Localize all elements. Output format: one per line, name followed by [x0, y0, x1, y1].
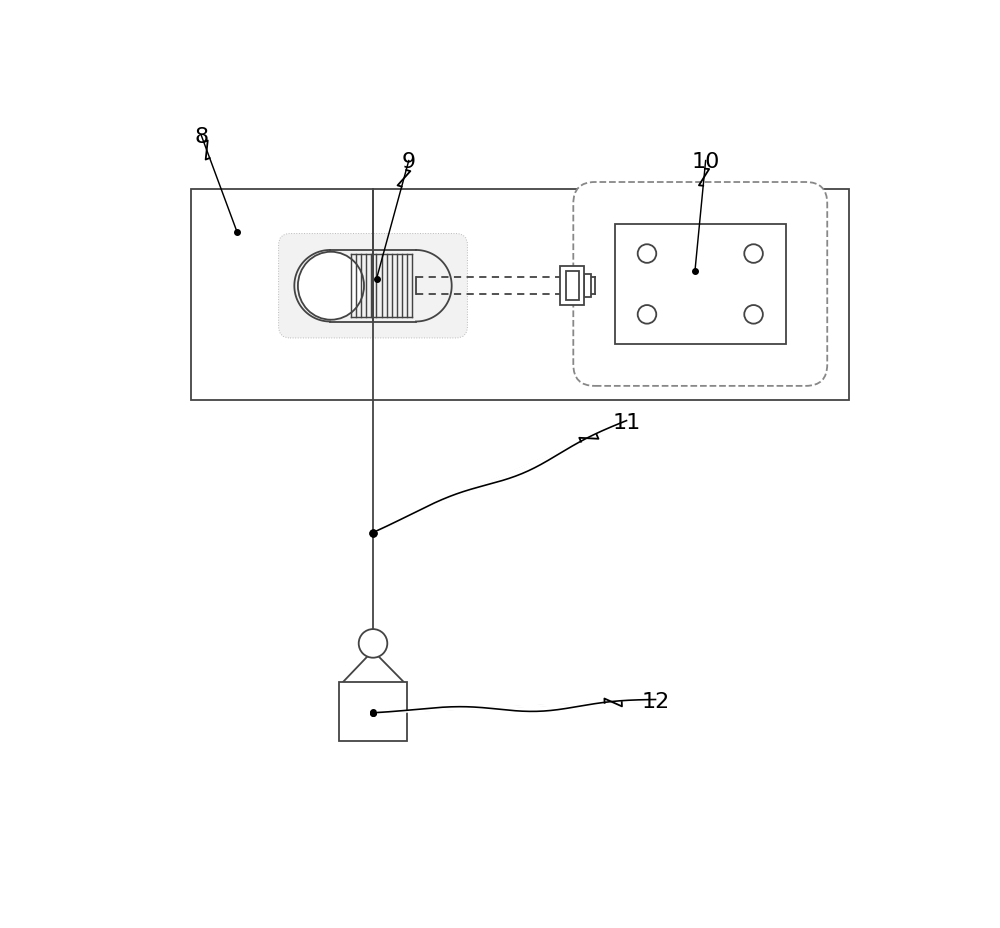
- Text: 11: 11: [613, 412, 641, 432]
- Bar: [560, 266, 584, 306]
- Circle shape: [359, 629, 387, 658]
- FancyBboxPatch shape: [279, 234, 467, 339]
- Text: 12: 12: [641, 690, 670, 711]
- Bar: [339, 682, 407, 741]
- Circle shape: [744, 305, 763, 324]
- Bar: [615, 225, 786, 345]
- Text: 8: 8: [194, 126, 208, 147]
- Ellipse shape: [298, 252, 364, 320]
- FancyBboxPatch shape: [573, 183, 827, 386]
- Circle shape: [744, 245, 763, 264]
- Text: 9: 9: [402, 151, 416, 172]
- Bar: [566, 272, 579, 301]
- Bar: [191, 190, 849, 401]
- Circle shape: [638, 305, 656, 324]
- Bar: [584, 275, 591, 298]
- Circle shape: [638, 245, 656, 264]
- Text: 10: 10: [691, 151, 720, 172]
